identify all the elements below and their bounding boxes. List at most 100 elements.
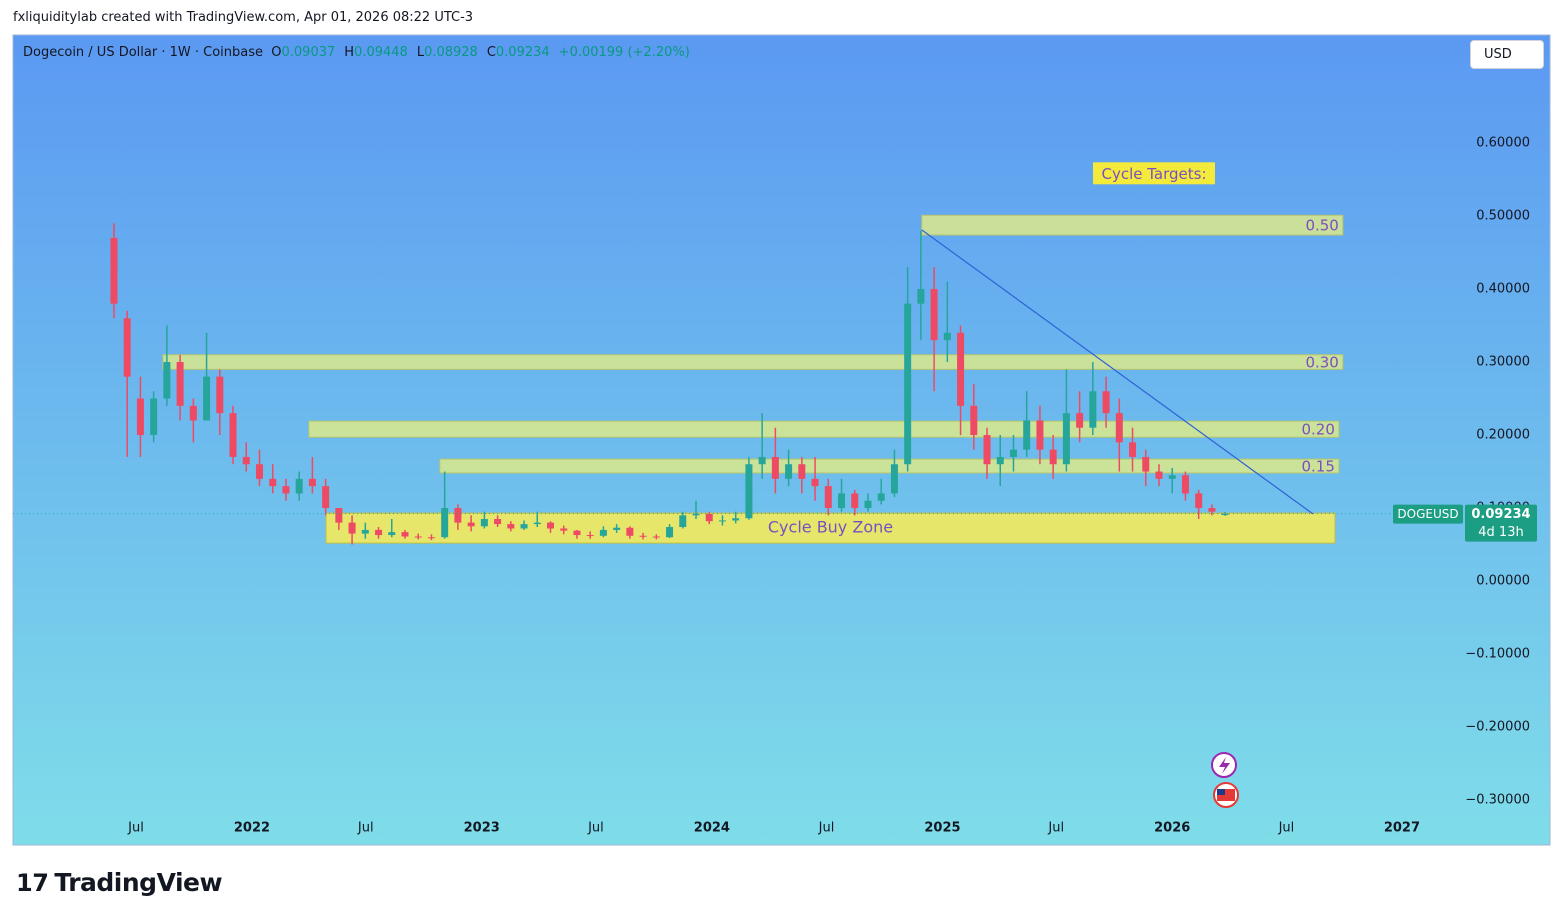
candle-body bbox=[1115, 413, 1123, 443]
candle-body bbox=[811, 478, 819, 487]
zone-label: 0.50 bbox=[1305, 217, 1338, 235]
candle-body bbox=[242, 456, 250, 465]
candle-body bbox=[692, 513, 700, 516]
candle-body bbox=[1129, 442, 1137, 457]
candle-body bbox=[295, 478, 303, 494]
candle-body bbox=[798, 464, 806, 479]
candle-body bbox=[1142, 456, 1150, 472]
candle-body bbox=[441, 508, 449, 538]
ohlc-value: 0.08928 bbox=[424, 45, 478, 60]
candle-body bbox=[970, 405, 978, 436]
logo-mark: 17 bbox=[16, 869, 49, 897]
candle-body bbox=[361, 529, 369, 534]
event-icon-bolt bbox=[1219, 757, 1230, 774]
flag-icon-canton bbox=[1217, 789, 1225, 795]
candle-body bbox=[1168, 475, 1176, 479]
candle-body bbox=[467, 522, 475, 527]
currency-button[interactable]: USD bbox=[1470, 40, 1544, 69]
x-tick-label: 2023 bbox=[464, 821, 500, 836]
x-tick-label: 2025 bbox=[924, 821, 960, 836]
candle-body bbox=[1181, 475, 1189, 494]
trend-line bbox=[921, 229, 1314, 515]
candle-body bbox=[732, 518, 740, 521]
candle-body bbox=[904, 303, 912, 465]
candle-body bbox=[427, 537, 435, 539]
candle-body bbox=[930, 289, 938, 341]
zone-label: 0.15 bbox=[1301, 458, 1334, 476]
candle-body bbox=[163, 362, 171, 399]
candle-body bbox=[586, 535, 594, 537]
x-tick-label: Jul bbox=[818, 821, 835, 836]
target-zone bbox=[308, 420, 1340, 438]
x-tick-label: Jul bbox=[587, 821, 604, 836]
x-tick-label: Jul bbox=[127, 821, 144, 836]
candle-body bbox=[1208, 508, 1216, 512]
y-tick-label: 0.20000 bbox=[1476, 428, 1530, 443]
candle-body bbox=[785, 464, 793, 479]
target-zone bbox=[439, 458, 1340, 474]
candle-body bbox=[1195, 493, 1203, 509]
zone-label: 0.30 bbox=[1305, 354, 1338, 372]
candle-body bbox=[1155, 471, 1163, 479]
ohlc-letter: L bbox=[416, 45, 425, 60]
candle-body bbox=[507, 524, 515, 529]
x-tick-label: Jul bbox=[1047, 821, 1064, 836]
ohlc-value: 0.09037 bbox=[281, 45, 336, 60]
candle-body bbox=[1089, 391, 1097, 428]
candle-body bbox=[375, 529, 383, 536]
countdown: 4d 13h bbox=[1478, 525, 1523, 540]
y-tick-label: −0.20000 bbox=[1465, 720, 1530, 735]
y-tick-label: 0.40000 bbox=[1476, 282, 1530, 297]
candle-body bbox=[996, 456, 1004, 465]
candle-body bbox=[494, 518, 502, 525]
candle-body bbox=[1036, 420, 1044, 450]
candle-body bbox=[123, 318, 131, 377]
candle-body bbox=[348, 522, 356, 534]
candle-body bbox=[758, 456, 766, 465]
change-label: +0.00199 (+2.20%) bbox=[558, 45, 690, 60]
x-tick-label: 2024 bbox=[694, 821, 730, 836]
candle-body bbox=[203, 376, 211, 421]
buy-zone bbox=[325, 512, 1336, 544]
price-tag-bg bbox=[1465, 504, 1537, 542]
candle-body bbox=[1062, 413, 1070, 465]
candle-body bbox=[957, 332, 965, 406]
candle-body bbox=[890, 464, 898, 494]
target-zone bbox=[921, 214, 1344, 236]
y-tick-label: 0.30000 bbox=[1476, 355, 1530, 370]
chart-pane bbox=[12, 34, 1551, 846]
candle-body bbox=[454, 508, 462, 523]
targets-label-bg bbox=[1093, 162, 1215, 185]
candle-body bbox=[1023, 420, 1031, 450]
candle-body bbox=[229, 413, 237, 457]
candle-body bbox=[573, 530, 581, 536]
candle-body bbox=[547, 522, 555, 529]
ohlc-letter: O bbox=[271, 45, 282, 60]
targets-label: Cycle Targets: bbox=[1101, 165, 1206, 183]
x-tick-label: Jul bbox=[1278, 821, 1295, 836]
logo-text: TradingView bbox=[54, 868, 223, 897]
candle-body bbox=[176, 362, 184, 406]
y-tick-label: 0.50000 bbox=[1476, 209, 1530, 224]
candle-body bbox=[838, 493, 846, 509]
attribution: fxliquiditylab created with TradingView.… bbox=[13, 10, 474, 25]
candle-body bbox=[110, 237, 118, 304]
candle-body bbox=[388, 532, 396, 536]
candle-body bbox=[335, 508, 343, 523]
candle-body bbox=[1009, 449, 1017, 457]
y-tick-label: −0.30000 bbox=[1465, 793, 1530, 808]
candle-body bbox=[666, 527, 674, 538]
candle-body bbox=[282, 486, 290, 494]
candle-body bbox=[626, 527, 634, 536]
candle-body bbox=[1221, 513, 1229, 516]
candle-body bbox=[1049, 449, 1057, 465]
x-tick-label: Jul bbox=[357, 821, 374, 836]
candle-body bbox=[189, 405, 197, 421]
symbol-title: Dogecoin / US Dollar · 1W · Coinbase bbox=[23, 45, 263, 60]
x-tick-label: 2022 bbox=[234, 821, 270, 836]
candle-body bbox=[851, 493, 859, 509]
candle-body bbox=[1102, 391, 1110, 414]
candle-body bbox=[864, 500, 872, 509]
